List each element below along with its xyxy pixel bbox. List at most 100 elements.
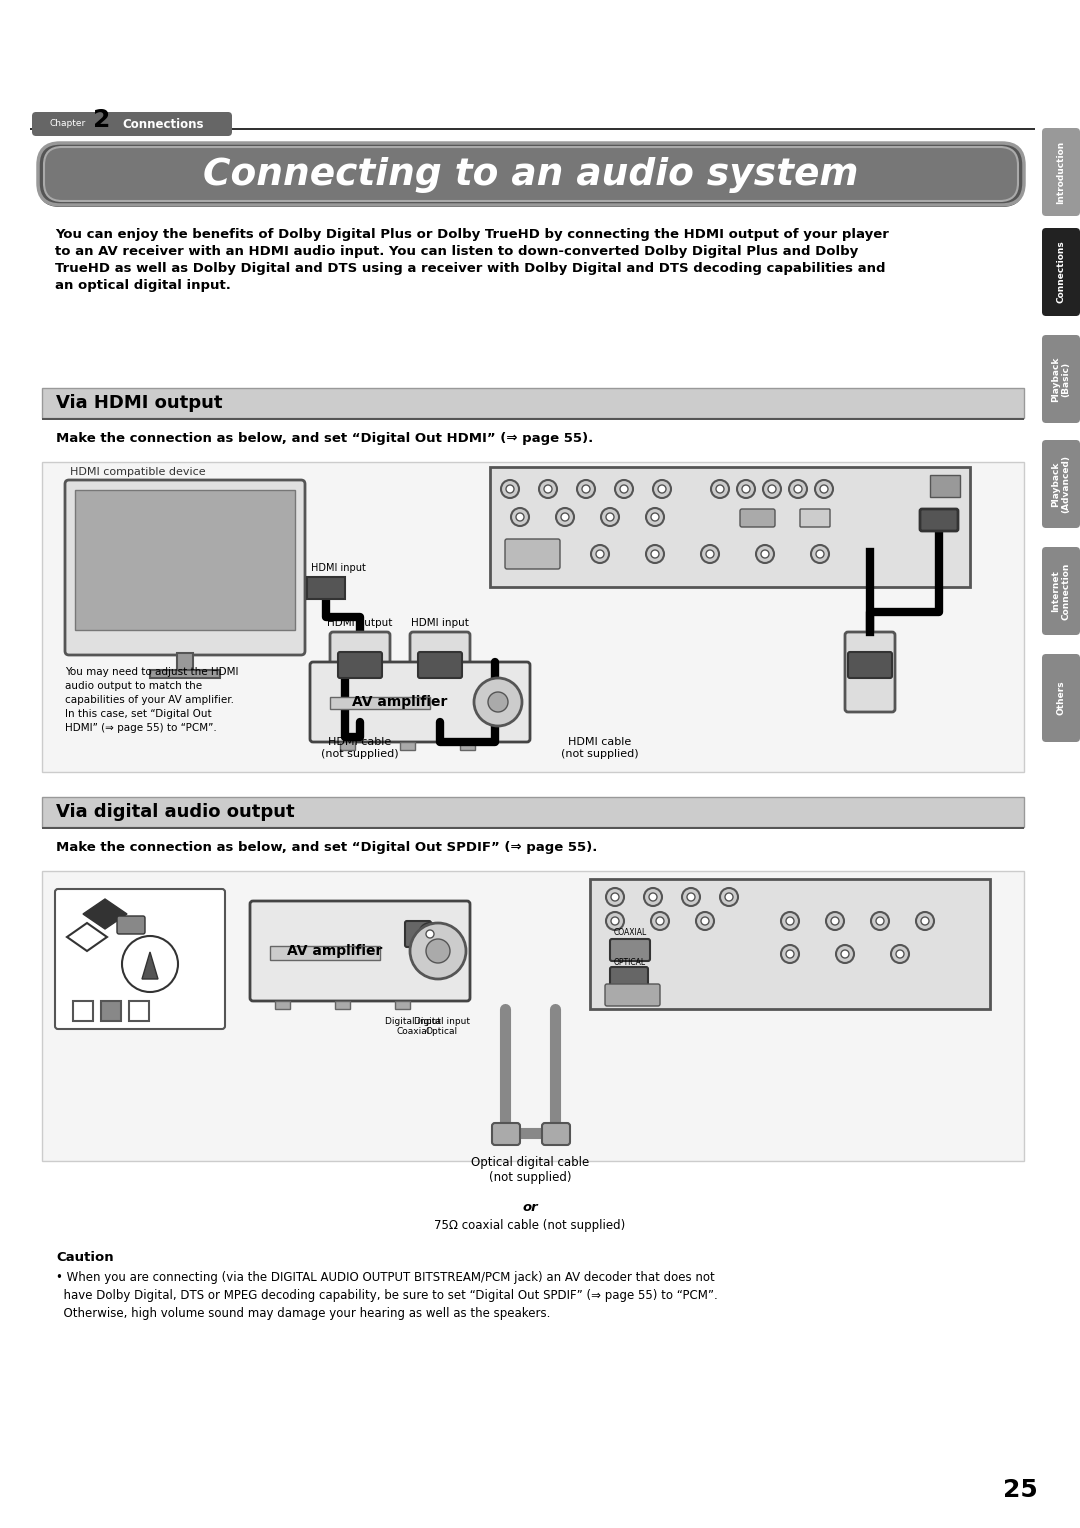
Circle shape: [696, 912, 714, 931]
FancyBboxPatch shape: [848, 652, 892, 678]
Polygon shape: [141, 952, 158, 979]
Circle shape: [786, 917, 794, 924]
Circle shape: [488, 692, 508, 712]
Text: You can enjoy the benefits of Dolby Digital Plus or Dolby TrueHD by connecting t: You can enjoy the benefits of Dolby Digi…: [55, 228, 889, 292]
Circle shape: [544, 484, 552, 494]
Text: Connections: Connections: [122, 118, 203, 130]
Circle shape: [781, 944, 799, 963]
Circle shape: [122, 937, 178, 992]
Circle shape: [794, 484, 802, 494]
Polygon shape: [83, 898, 127, 929]
Circle shape: [816, 550, 824, 558]
Bar: [177, 652, 193, 671]
Circle shape: [762, 480, 781, 498]
Circle shape: [615, 480, 633, 498]
FancyBboxPatch shape: [492, 1123, 519, 1144]
Bar: [395, 1001, 410, 1008]
Circle shape: [611, 892, 619, 902]
Text: Digital input
Coaxial: Digital input Coaxial: [384, 1018, 441, 1036]
Circle shape: [841, 950, 849, 958]
Circle shape: [891, 944, 909, 963]
Circle shape: [820, 484, 828, 494]
Bar: [129, 1001, 149, 1021]
Text: Caution: Caution: [56, 1251, 113, 1264]
FancyBboxPatch shape: [920, 509, 958, 532]
Text: Make the connection as below, and set “Digital Out HDMI” (⇒ page 55).: Make the connection as below, and set “D…: [56, 432, 593, 445]
Bar: [590, 879, 990, 1008]
FancyBboxPatch shape: [310, 662, 530, 743]
Text: COAXIAL: COAXIAL: [613, 927, 647, 937]
Text: Others: Others: [1056, 680, 1066, 715]
Circle shape: [539, 480, 557, 498]
Circle shape: [870, 912, 889, 931]
Text: Playback
(Basic): Playback (Basic): [1051, 356, 1070, 402]
Circle shape: [701, 545, 719, 562]
FancyBboxPatch shape: [542, 1123, 570, 1144]
Text: 75Ω coaxial cable (not supplied): 75Ω coaxial cable (not supplied): [434, 1219, 625, 1232]
Text: Optical digital cable
(not supplied): Optical digital cable (not supplied): [471, 1157, 589, 1184]
Bar: [150, 669, 220, 678]
Circle shape: [419, 923, 441, 944]
FancyBboxPatch shape: [330, 633, 390, 723]
Circle shape: [711, 480, 729, 498]
Circle shape: [658, 484, 666, 494]
Text: 2: 2: [93, 108, 110, 131]
Circle shape: [611, 917, 619, 924]
FancyBboxPatch shape: [605, 984, 660, 1005]
FancyBboxPatch shape: [38, 144, 1024, 205]
FancyBboxPatch shape: [1042, 335, 1080, 423]
Circle shape: [716, 484, 724, 494]
Circle shape: [811, 545, 829, 562]
Text: AV amplifier: AV amplifier: [352, 695, 448, 709]
Text: Via HDMI output: Via HDMI output: [56, 394, 222, 413]
Circle shape: [761, 550, 769, 558]
Circle shape: [516, 513, 524, 521]
Circle shape: [831, 917, 839, 924]
Text: or: or: [523, 1201, 538, 1215]
Circle shape: [737, 480, 755, 498]
Circle shape: [921, 917, 929, 924]
Bar: [330, 697, 430, 709]
Text: Playback
(Advanced): Playback (Advanced): [1051, 455, 1070, 513]
Text: Chapter: Chapter: [50, 119, 86, 128]
Bar: [270, 946, 380, 960]
Circle shape: [687, 892, 696, 902]
Circle shape: [756, 545, 774, 562]
Bar: [275, 1001, 291, 1008]
Circle shape: [511, 507, 529, 526]
Circle shape: [582, 484, 590, 494]
Circle shape: [556, 507, 573, 526]
FancyBboxPatch shape: [44, 147, 1018, 202]
Circle shape: [651, 513, 659, 521]
Circle shape: [653, 480, 671, 498]
Circle shape: [706, 550, 714, 558]
Text: HDMI output: HDMI output: [327, 617, 393, 628]
Circle shape: [826, 912, 843, 931]
Text: Make the connection as below, and set “Digital Out SPDIF” (⇒ page 55).: Make the connection as below, and set “D…: [56, 840, 597, 854]
Circle shape: [720, 888, 738, 906]
Bar: [30, 128, 1035, 130]
Circle shape: [646, 545, 664, 562]
Circle shape: [606, 888, 624, 906]
Circle shape: [789, 480, 807, 498]
FancyBboxPatch shape: [249, 902, 470, 1001]
Circle shape: [596, 550, 604, 558]
Text: HDMI compatible device: HDMI compatible device: [70, 468, 205, 477]
Circle shape: [725, 892, 733, 902]
Bar: [75, 490, 295, 630]
Text: Digital input
Optical: Digital input Optical: [414, 1018, 470, 1036]
Bar: [400, 743, 415, 750]
Circle shape: [410, 923, 465, 979]
FancyBboxPatch shape: [1042, 547, 1080, 636]
Circle shape: [681, 888, 700, 906]
Circle shape: [606, 912, 624, 931]
Circle shape: [507, 484, 514, 494]
Bar: [102, 1001, 121, 1021]
FancyBboxPatch shape: [740, 509, 775, 527]
Circle shape: [474, 678, 522, 726]
FancyBboxPatch shape: [1042, 128, 1080, 215]
Bar: [42, 798, 1024, 827]
Bar: [307, 578, 345, 599]
FancyBboxPatch shape: [610, 967, 648, 987]
FancyBboxPatch shape: [338, 652, 382, 678]
